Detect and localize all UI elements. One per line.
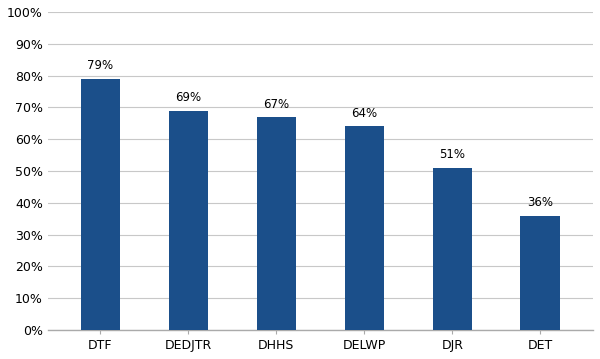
Text: 64%: 64% — [351, 107, 377, 120]
Bar — [257, 117, 296, 330]
Bar — [80, 79, 120, 330]
Text: 67%: 67% — [263, 98, 289, 111]
Bar — [433, 168, 472, 330]
Text: 79%: 79% — [88, 59, 113, 73]
Text: 69%: 69% — [175, 91, 202, 104]
Text: 51%: 51% — [439, 148, 466, 162]
Text: 36%: 36% — [527, 196, 553, 209]
Bar — [344, 126, 384, 330]
Bar — [169, 111, 208, 330]
Bar — [520, 215, 560, 330]
